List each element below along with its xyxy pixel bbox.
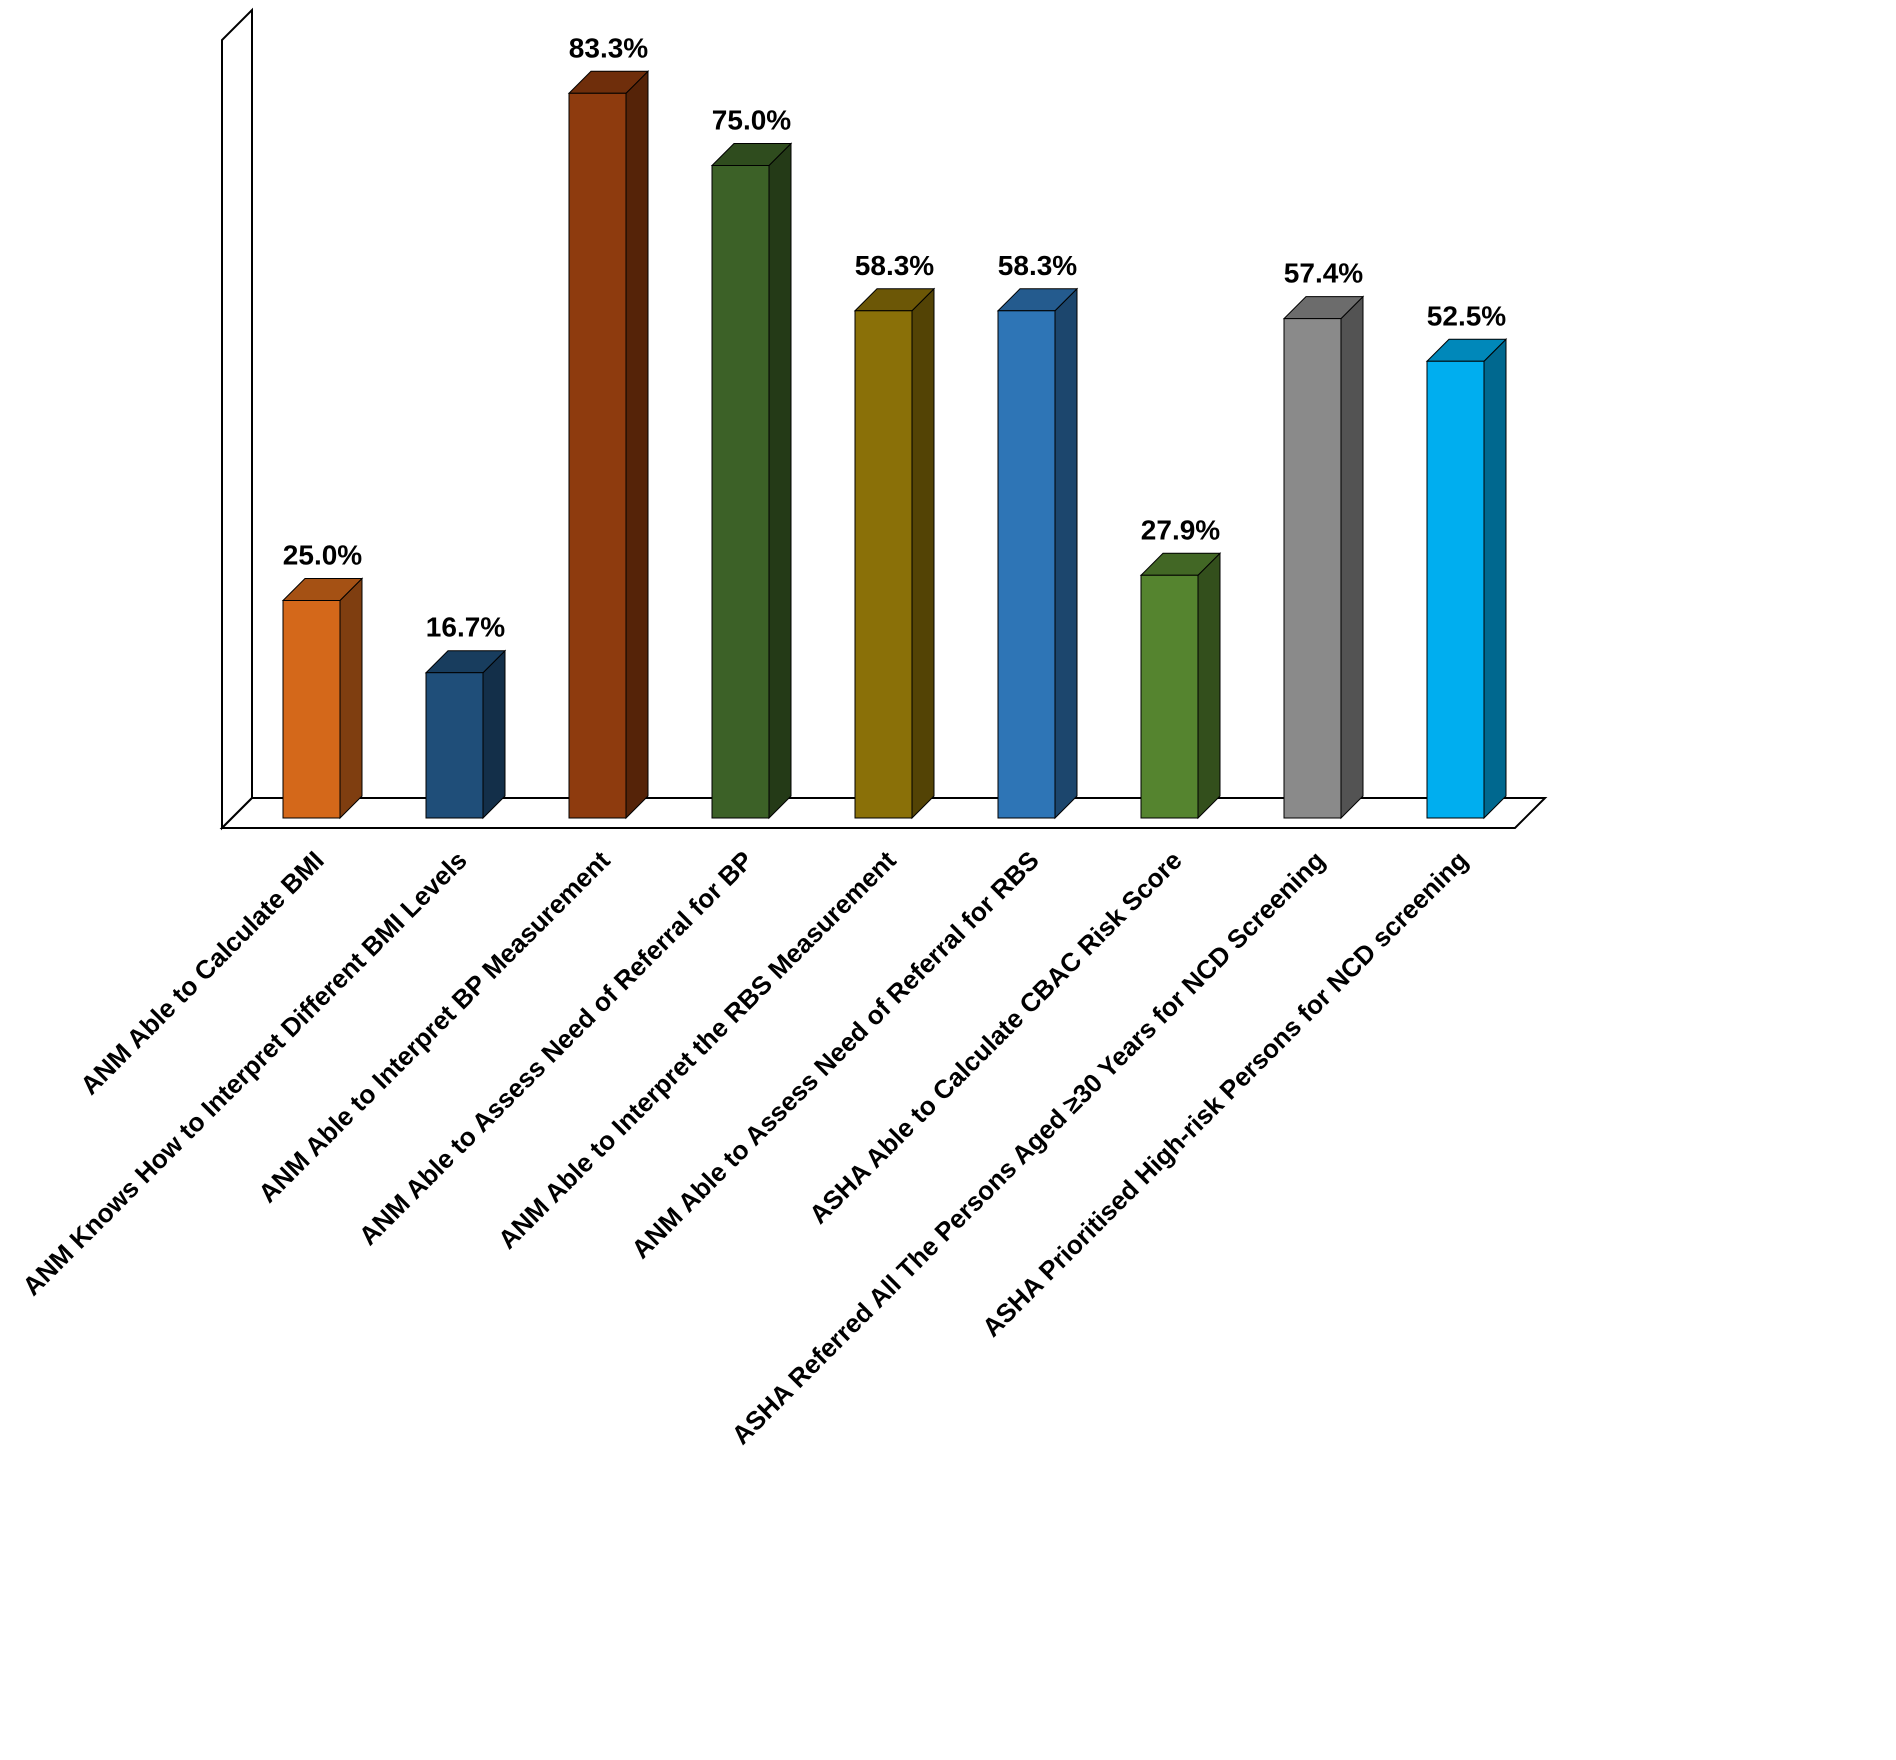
bar-side-face (1483, 338, 1507, 820)
value-label: 75.0% (712, 105, 791, 136)
bar-side-face (768, 142, 792, 820)
value-label: 58.3% (998, 250, 1077, 281)
value-label: 52.5% (1427, 300, 1506, 331)
bar-front-face (425, 672, 484, 819)
value-label: 58.3% (855, 250, 934, 281)
value-label: 16.7% (426, 612, 505, 643)
bar-side-face (1197, 552, 1221, 820)
bar-side-face (911, 287, 935, 820)
bar-side-face (1340, 295, 1364, 820)
category-label: ASHA Prioritised High-risk Persons for N… (976, 845, 1474, 1343)
bar-front-face (1426, 360, 1485, 819)
value-label: 83.3% (569, 32, 648, 63)
bar-side-face (625, 70, 649, 820)
bar-front-face (711, 165, 770, 819)
bar-side-face (339, 577, 363, 820)
bar-front-face (1283, 318, 1342, 819)
category-label: ANM Able to Calculate BMI (74, 845, 329, 1100)
axis-left-wall (221, 7, 253, 831)
bar-side-face (482, 649, 506, 820)
bar-front-face (568, 92, 627, 819)
bar-side-face (1054, 287, 1078, 820)
bar-front-face (1140, 574, 1199, 819)
value-label: 25.0% (283, 540, 362, 571)
value-label: 27.9% (1141, 514, 1220, 545)
value-label: 57.4% (1284, 258, 1363, 289)
bar-front-face (997, 310, 1056, 819)
bar-front-face (282, 600, 341, 819)
bar-front-face (854, 310, 913, 819)
